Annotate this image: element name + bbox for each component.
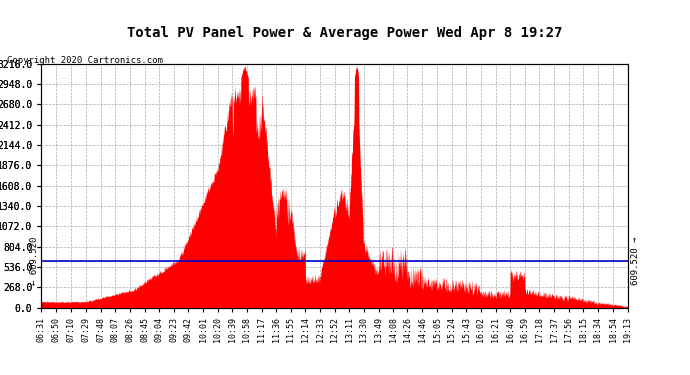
Text: Copyright 2020 Cartronics.com: Copyright 2020 Cartronics.com xyxy=(7,56,163,65)
Text: Total PV Panel Power & Average Power Wed Apr 8 19:27: Total PV Panel Power & Average Power Wed… xyxy=(127,26,563,40)
Text: ← 609.520: ← 609.520 xyxy=(30,237,39,285)
Text: 609.520 →: 609.520 → xyxy=(631,237,640,285)
